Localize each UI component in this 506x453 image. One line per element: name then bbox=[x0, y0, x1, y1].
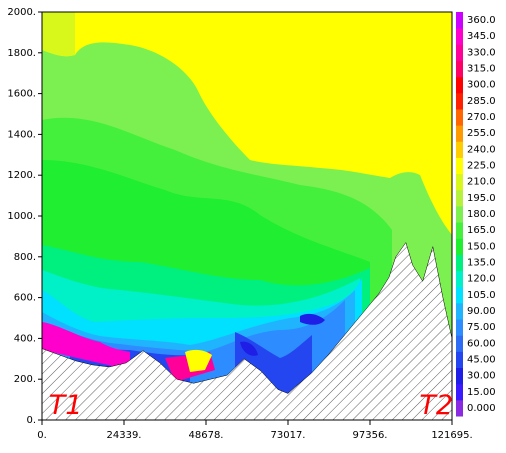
x-axis-ticks: 0. 24339. 48678. 73017. 97356. 121695. bbox=[37, 420, 473, 441]
colorbar-swatch bbox=[456, 254, 463, 272]
colorbar-label: 45.00 bbox=[467, 354, 496, 365]
contour-band-deepblue-2 bbox=[240, 341, 258, 356]
colorbar-label: 225.0 bbox=[467, 161, 496, 172]
y-tick-label: 200. bbox=[14, 374, 36, 385]
colorbar-swatch bbox=[456, 92, 463, 110]
colorbar-label: 120.0 bbox=[467, 274, 496, 285]
y-tick-label: 1200. bbox=[7, 170, 36, 181]
colorbar-swatch bbox=[456, 189, 463, 207]
colorbar-swatch bbox=[456, 367, 463, 385]
colorbar-label: 90.00 bbox=[467, 306, 496, 317]
y-tick-label: 2000. bbox=[7, 7, 36, 18]
x-tick-label: 73017. bbox=[271, 430, 306, 441]
colorbar-swatch bbox=[456, 302, 463, 320]
colorbar-swatch bbox=[456, 76, 463, 94]
colorbar-swatch bbox=[456, 157, 463, 175]
colorbar-swatch bbox=[456, 60, 463, 78]
y-tick-label: 1600. bbox=[7, 89, 36, 100]
colorbar-swatch bbox=[456, 399, 463, 417]
colorbar-label: 150.0 bbox=[467, 241, 496, 252]
y-tick-label: 1800. bbox=[7, 48, 36, 59]
x-tick-label: 121695. bbox=[431, 430, 472, 441]
colorbar-swatch bbox=[456, 238, 463, 255]
colorbar-label: 105.0 bbox=[467, 290, 496, 301]
colorbar: 0.000 15.00 30.00 45.00 60.00 75.00 90.00 105.0… bbox=[456, 12, 496, 417]
colorbar-swatch bbox=[456, 125, 463, 142]
y-tick-label: 1000. bbox=[7, 211, 36, 222]
colorbar-label: 15.00 bbox=[467, 387, 496, 398]
colorbar-label: 300.0 bbox=[467, 80, 496, 91]
colorbar-label: 75.00 bbox=[467, 322, 496, 333]
y-tick-label: 0. bbox=[26, 415, 36, 426]
colorbar-label: 270.0 bbox=[467, 112, 496, 123]
colorbar-label: 135.0 bbox=[467, 257, 496, 268]
contour-band-surface-magenta bbox=[42, 322, 130, 370]
colorbar-label: 165.0 bbox=[467, 225, 496, 236]
colorbar-label: 330.0 bbox=[467, 47, 496, 58]
terrain-hatched bbox=[42, 241, 452, 420]
colorbar-label: 315.0 bbox=[467, 64, 496, 75]
colorbar-swatch bbox=[456, 383, 463, 401]
colorbar-label: 30.00 bbox=[467, 371, 496, 382]
contour-band-surface-yellow bbox=[185, 349, 212, 372]
y-tick-label: 1400. bbox=[7, 129, 36, 140]
colorbar-swatch bbox=[456, 270, 463, 288]
colorbar-swatch bbox=[456, 12, 463, 29]
colorbar-label: 255.0 bbox=[467, 128, 496, 139]
terrain-label: T1 bbox=[49, 390, 83, 421]
colorbar-swatch bbox=[456, 28, 463, 45]
colorbar-label: 210.0 bbox=[467, 177, 496, 188]
colorbar-swatch bbox=[456, 351, 463, 369]
colorbar-label: 345.0 bbox=[467, 31, 496, 42]
colorbar-label: 360.0 bbox=[467, 15, 496, 26]
colorbar-label: 240.0 bbox=[467, 144, 496, 155]
contour-band-upper-lightyellow bbox=[42, 12, 75, 57]
colorbar-swatch bbox=[456, 141, 463, 158]
x-tick-label: 48678. bbox=[189, 430, 224, 441]
plot-area bbox=[42, 12, 452, 420]
x-tick-label: 0. bbox=[37, 430, 47, 441]
y-tick-label: 400. bbox=[14, 333, 36, 344]
annotations: T1 T2 bbox=[49, 390, 453, 421]
terrain-label: T2 bbox=[419, 390, 453, 421]
colorbar-swatch bbox=[456, 205, 463, 223]
colorbar-label: 285.0 bbox=[467, 96, 496, 107]
colorbar-label: 180.0 bbox=[467, 209, 496, 220]
contour-band-deepblue bbox=[300, 313, 325, 325]
y-tick-label: 600. bbox=[14, 293, 36, 304]
y-axis-ticks: 0. 200. 400. 600. 800. 1000. 1200. 1400. 1600. 18… bbox=[7, 7, 42, 426]
colorbar-label: 195.0 bbox=[467, 193, 496, 204]
colorbar-swatch bbox=[456, 44, 463, 61]
colorbar-swatch bbox=[456, 173, 463, 191]
colorbar-label: 0.000 bbox=[467, 403, 496, 414]
x-tick-label: 97356. bbox=[353, 430, 388, 441]
x-tick-label: 24339. bbox=[107, 430, 142, 441]
colorbar-swatch bbox=[456, 335, 463, 352]
colorbar-swatch bbox=[456, 108, 463, 126]
contour-band-upper-yellow bbox=[42, 12, 452, 235]
colorbar-swatch bbox=[456, 319, 463, 336]
colorbar-label: 60.00 bbox=[467, 338, 496, 349]
colorbar-swatch bbox=[456, 286, 463, 304]
colorbar-swatch bbox=[456, 222, 463, 239]
y-tick-label: 800. bbox=[14, 252, 36, 263]
